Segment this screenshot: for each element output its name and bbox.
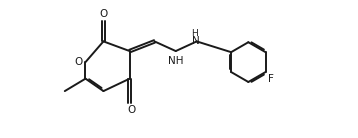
Text: O: O xyxy=(74,57,83,67)
Text: O: O xyxy=(127,105,135,115)
Text: H: H xyxy=(191,29,198,38)
Text: N: N xyxy=(192,36,200,46)
Text: NH: NH xyxy=(168,56,184,66)
Text: F: F xyxy=(268,74,274,84)
Text: O: O xyxy=(99,9,107,19)
